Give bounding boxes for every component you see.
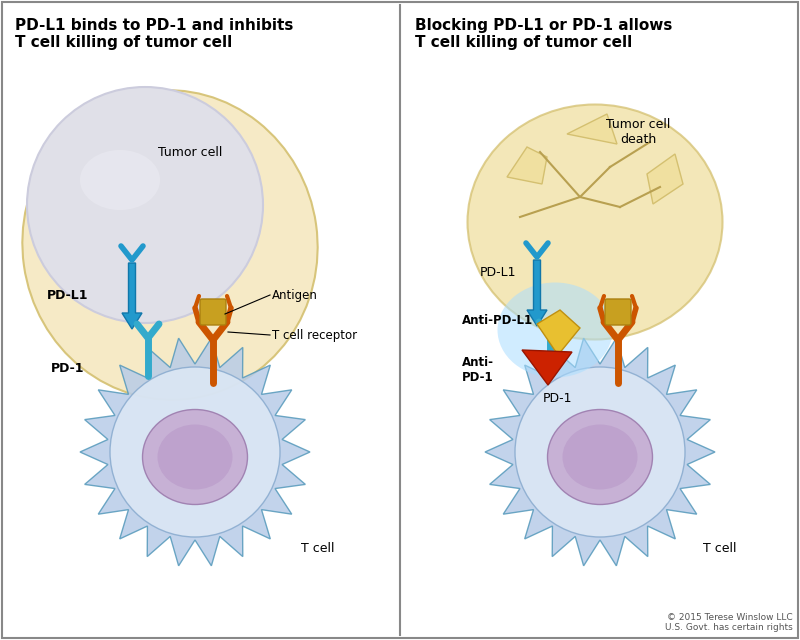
Text: Antigen: Antigen	[272, 289, 318, 301]
Ellipse shape	[158, 424, 233, 490]
Text: Tumor cell: Tumor cell	[158, 145, 222, 159]
Polygon shape	[507, 147, 547, 184]
Text: T cell: T cell	[703, 541, 737, 554]
Polygon shape	[522, 350, 572, 385]
FancyArrow shape	[122, 263, 142, 329]
Ellipse shape	[467, 104, 722, 339]
Ellipse shape	[547, 410, 653, 504]
Ellipse shape	[80, 150, 160, 210]
Polygon shape	[567, 114, 617, 144]
Text: PD-1: PD-1	[51, 362, 85, 374]
Circle shape	[27, 87, 263, 323]
Polygon shape	[485, 338, 715, 566]
Ellipse shape	[142, 410, 247, 504]
Text: © 2015 Terese Winslow LLC
U.S. Govt. has certain rights: © 2015 Terese Winslow LLC U.S. Govt. has…	[666, 612, 793, 632]
Text: Anti-
PD-1: Anti- PD-1	[462, 356, 494, 384]
Text: Blocking PD-L1 or PD-1 allows
T cell killing of tumor cell: Blocking PD-L1 or PD-1 allows T cell kil…	[415, 18, 672, 51]
Text: Anti-PD-L1: Anti-PD-L1	[462, 314, 533, 326]
Text: PD-L1: PD-L1	[480, 266, 516, 278]
Polygon shape	[537, 310, 580, 355]
Polygon shape	[647, 154, 683, 204]
Ellipse shape	[562, 424, 638, 490]
FancyBboxPatch shape	[605, 299, 631, 325]
Ellipse shape	[22, 90, 318, 400]
Text: PD-L1 binds to PD-1 and inhibits
T cell killing of tumor cell: PD-L1 binds to PD-1 and inhibits T cell …	[15, 18, 294, 51]
Polygon shape	[80, 338, 310, 566]
FancyArrow shape	[527, 260, 547, 326]
Text: T cell receptor: T cell receptor	[272, 328, 357, 342]
Text: PD-L1: PD-L1	[47, 289, 89, 301]
Text: Tumor cell
death: Tumor cell death	[606, 118, 670, 146]
FancyBboxPatch shape	[200, 299, 226, 325]
Text: T cell: T cell	[302, 541, 334, 554]
Text: PD-1: PD-1	[543, 392, 573, 404]
Circle shape	[515, 367, 685, 537]
Circle shape	[110, 367, 280, 537]
Ellipse shape	[498, 282, 613, 378]
